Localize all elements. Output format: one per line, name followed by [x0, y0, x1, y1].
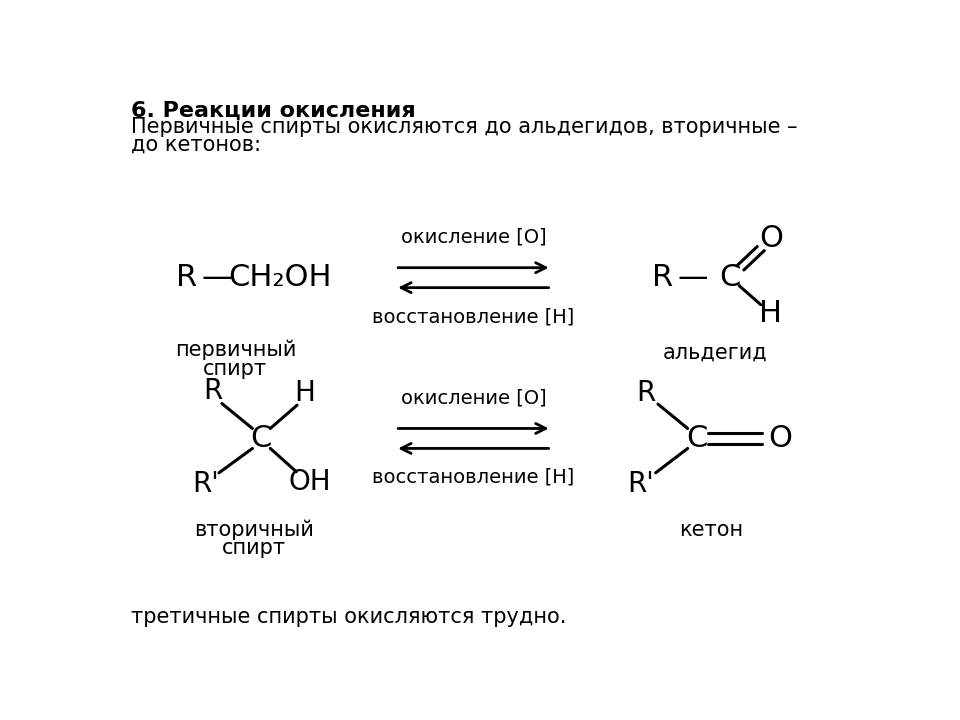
Text: вторичный: вторичный — [194, 520, 314, 540]
Text: окисление [O]: окисление [O] — [400, 388, 546, 408]
Text: третичные спирты окисляются трудно.: третичные спирты окисляются трудно. — [132, 607, 566, 627]
Text: первичный: первичный — [175, 340, 296, 360]
Text: H: H — [759, 300, 782, 328]
Text: C: C — [719, 264, 741, 292]
Text: кетон: кетон — [680, 520, 744, 540]
Text: CH₂OH: CH₂OH — [228, 264, 332, 292]
Text: C: C — [685, 424, 708, 453]
Text: C: C — [251, 424, 272, 453]
Text: —: — — [678, 264, 708, 292]
Text: R': R' — [192, 470, 219, 498]
Text: O: O — [759, 225, 783, 253]
Text: O: O — [769, 424, 793, 453]
Text: восстановление [H]: восстановление [H] — [372, 307, 574, 326]
Text: до кетонов:: до кетонов: — [132, 135, 261, 155]
Text: спирт: спирт — [204, 359, 268, 379]
Text: альдегид: альдегид — [662, 343, 768, 362]
Text: OH: OH — [288, 468, 331, 495]
Text: спирт: спирт — [222, 539, 286, 558]
Text: R: R — [653, 264, 674, 292]
Text: 6. Реакции окисления: 6. Реакции окисления — [132, 100, 416, 120]
Text: окисление [O]: окисление [O] — [400, 228, 546, 247]
Text: восстановление [H]: восстановление [H] — [372, 468, 574, 487]
Text: —: — — [202, 264, 232, 292]
Text: R: R — [636, 379, 656, 407]
Text: R: R — [204, 377, 223, 405]
Text: R: R — [177, 264, 198, 292]
Text: R': R' — [628, 470, 654, 498]
Text: H: H — [294, 379, 315, 407]
Text: Первичные спирты окисляются до альдегидов, вторичные –: Первичные спирты окисляются до альдегидо… — [132, 117, 798, 137]
